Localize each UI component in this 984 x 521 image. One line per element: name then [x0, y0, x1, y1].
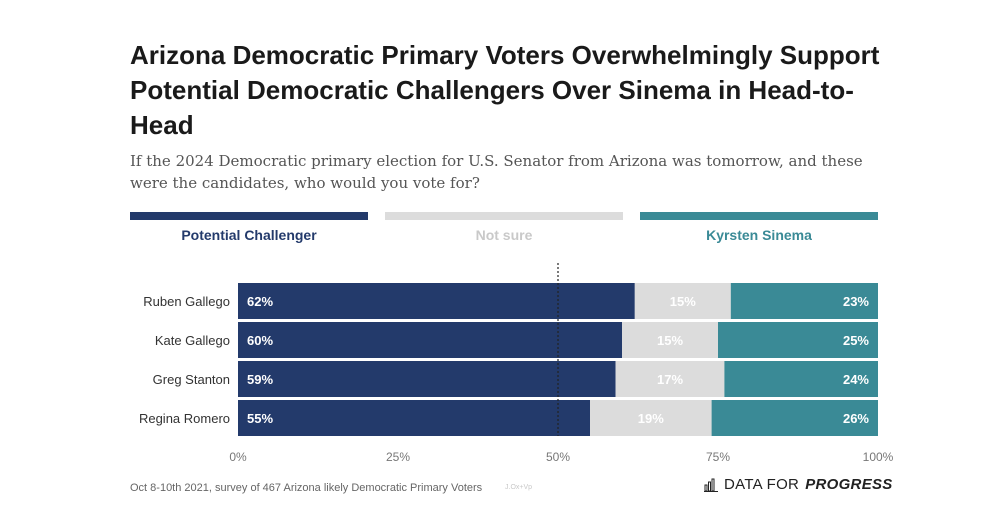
data-label-not-sure: 15%	[670, 294, 696, 309]
category-label: Greg Stanton	[153, 372, 230, 387]
data-label-not-sure: 15%	[657, 333, 683, 348]
bar-segment-not-sure	[622, 322, 718, 358]
bar-segment-not-sure	[634, 283, 731, 319]
bar-segment-sinema	[711, 400, 878, 436]
legend-swatch-challenger	[130, 212, 368, 220]
bar-segment-challenger	[238, 322, 622, 358]
legend-label-challenger: Potential Challenger	[181, 227, 317, 243]
chart-subtitle: If the 2024 Democratic primary election …	[130, 152, 863, 192]
data-label-not-sure: 17%	[657, 372, 683, 387]
data-label-sinema: 25%	[843, 333, 869, 348]
legend-item-challenger: Potential Challenger	[130, 212, 368, 243]
data-label-challenger: 60%	[247, 333, 273, 348]
brand-logo: DATA FOR PROGRESS	[704, 476, 893, 493]
x-tick-label: 75%	[706, 450, 730, 464]
data-label-sinema: 26%	[843, 411, 869, 426]
bar-segment-challenger	[238, 400, 590, 436]
bar-chart-icon	[704, 478, 718, 492]
data-label-not-sure: 19%	[638, 411, 664, 426]
data-label-sinema: 23%	[843, 294, 869, 309]
brand-prefix: DATA FOR	[724, 476, 800, 493]
category-label: Regina Romero	[139, 411, 230, 426]
x-tick-label: 0%	[229, 450, 247, 464]
bar-segment-not-sure	[590, 400, 712, 436]
bar-segment-challenger	[238, 361, 616, 397]
legend-item-sinema: Kyrsten Sinema	[640, 212, 878, 243]
category-label: Ruben Gallego	[143, 294, 230, 309]
data-label-challenger: 59%	[247, 372, 273, 387]
data-label-challenger: 55%	[247, 411, 273, 426]
data-label-sinema: 24%	[843, 372, 869, 387]
chart-title: Arizona Democratic Primary Voters Overwh…	[130, 40, 880, 140]
legend-item-not-sure: Not sure	[385, 212, 623, 243]
category-label: Kate Gallego	[155, 333, 230, 348]
x-tick-label: 100%	[863, 450, 894, 464]
legend-label-not-sure: Not sure	[475, 227, 533, 243]
bar-segment-not-sure	[615, 361, 725, 397]
survey-note: Oct 8-10th 2021, survey of 467 Arizona l…	[130, 482, 483, 494]
x-tick-label: 25%	[386, 450, 410, 464]
data-label-challenger: 62%	[247, 294, 273, 309]
image-credit: J.Ox+Vp	[505, 484, 533, 491]
bar-segment-sinema	[724, 361, 878, 397]
brand-suffix: PROGRESS	[805, 476, 893, 493]
bar-segment-sinema	[730, 283, 878, 319]
bar-segment-challenger	[238, 283, 635, 319]
x-tick-label: 50%	[546, 450, 570, 464]
legend-swatch-sinema	[640, 212, 878, 220]
legend-swatch-not-sure	[385, 212, 623, 220]
bar-segment-sinema	[718, 322, 878, 358]
legend-label-sinema: Kyrsten Sinema	[706, 227, 812, 243]
